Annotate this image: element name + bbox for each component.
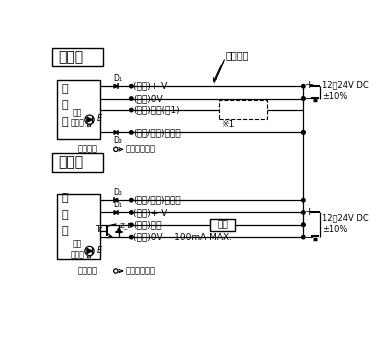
- Text: (粉色)输入(注1): (粉色)输入(注1): [133, 106, 179, 115]
- Text: E: E: [96, 246, 102, 255]
- Text: 12～24V DC
±10%: 12～24V DC ±10%: [322, 213, 369, 234]
- Circle shape: [302, 131, 305, 134]
- Text: (蓝色)0V: (蓝色)0V: [133, 94, 163, 103]
- Text: 作业
指示灯: 作业 指示灯: [70, 108, 84, 128]
- Circle shape: [85, 246, 94, 256]
- Text: (蓝色)0V    100mA MAX.: (蓝色)0V 100mA MAX.: [133, 233, 232, 242]
- FancyBboxPatch shape: [219, 100, 267, 118]
- Circle shape: [130, 131, 133, 134]
- Circle shape: [302, 211, 305, 214]
- Circle shape: [114, 269, 118, 273]
- FancyBboxPatch shape: [51, 48, 103, 66]
- Circle shape: [302, 223, 305, 227]
- Polygon shape: [114, 131, 118, 134]
- Bar: [57, 80, 100, 139]
- Circle shape: [130, 211, 133, 214]
- Circle shape: [130, 223, 133, 227]
- Bar: [210, 219, 235, 231]
- Circle shape: [130, 199, 133, 202]
- Text: D₁: D₁: [114, 200, 123, 209]
- Text: E: E: [96, 115, 102, 123]
- Circle shape: [302, 97, 305, 100]
- Text: +: +: [305, 80, 314, 90]
- Text: Tr: Tr: [95, 225, 102, 234]
- Text: 外部连接示例: 外部连接示例: [125, 145, 155, 154]
- FancyBboxPatch shape: [51, 153, 103, 172]
- Text: D₂: D₂: [114, 136, 123, 145]
- Circle shape: [302, 97, 305, 100]
- Text: 内部电路: 内部电路: [78, 145, 98, 154]
- Text: −: −: [305, 233, 314, 243]
- Text: 主
电
路: 主 电 路: [61, 84, 68, 127]
- Circle shape: [130, 97, 133, 100]
- Text: 受光器: 受光器: [58, 155, 83, 169]
- Circle shape: [302, 236, 305, 239]
- Text: 作业
指示灯: 作业 指示灯: [70, 240, 84, 259]
- Text: +: +: [305, 207, 314, 217]
- Bar: [57, 194, 100, 259]
- Text: Z_D: Z_D: [120, 223, 133, 229]
- Circle shape: [85, 115, 94, 124]
- Text: 主
电
路: 主 电 路: [61, 194, 68, 236]
- Circle shape: [130, 84, 133, 88]
- Circle shape: [302, 84, 305, 88]
- Circle shape: [130, 108, 133, 112]
- Circle shape: [302, 223, 305, 227]
- Text: (黑色)输出: (黑色)输出: [133, 220, 162, 229]
- Text: 投光器: 投光器: [58, 50, 83, 64]
- Text: D₂: D₂: [114, 188, 123, 197]
- Text: 负载: 负载: [218, 220, 228, 229]
- Polygon shape: [114, 84, 118, 88]
- Text: 外部连接示例: 外部连接示例: [125, 266, 155, 275]
- Text: (褐色)+ V: (褐色)+ V: [133, 208, 167, 217]
- Text: (橙色/紫色)同步线: (橙色/紫色)同步线: [133, 196, 181, 205]
- Polygon shape: [114, 198, 118, 202]
- Circle shape: [302, 199, 305, 202]
- Text: 导线颜色: 导线颜色: [226, 50, 250, 60]
- Circle shape: [302, 131, 305, 134]
- Text: D₁: D₁: [114, 74, 123, 83]
- Circle shape: [114, 147, 118, 151]
- Text: ※1: ※1: [221, 120, 234, 129]
- Polygon shape: [87, 117, 92, 122]
- Polygon shape: [114, 211, 118, 214]
- Text: 12～24V DC
±10%: 12～24V DC ±10%: [322, 80, 369, 101]
- Polygon shape: [87, 248, 92, 253]
- Circle shape: [130, 236, 133, 239]
- Polygon shape: [117, 228, 121, 232]
- Text: −: −: [305, 94, 314, 104]
- Text: (橙色/紫色)同步线: (橙色/紫色)同步线: [133, 128, 181, 137]
- Text: (褐色)+ V: (褐色)+ V: [133, 82, 167, 91]
- Text: 内部电路: 内部电路: [78, 266, 98, 275]
